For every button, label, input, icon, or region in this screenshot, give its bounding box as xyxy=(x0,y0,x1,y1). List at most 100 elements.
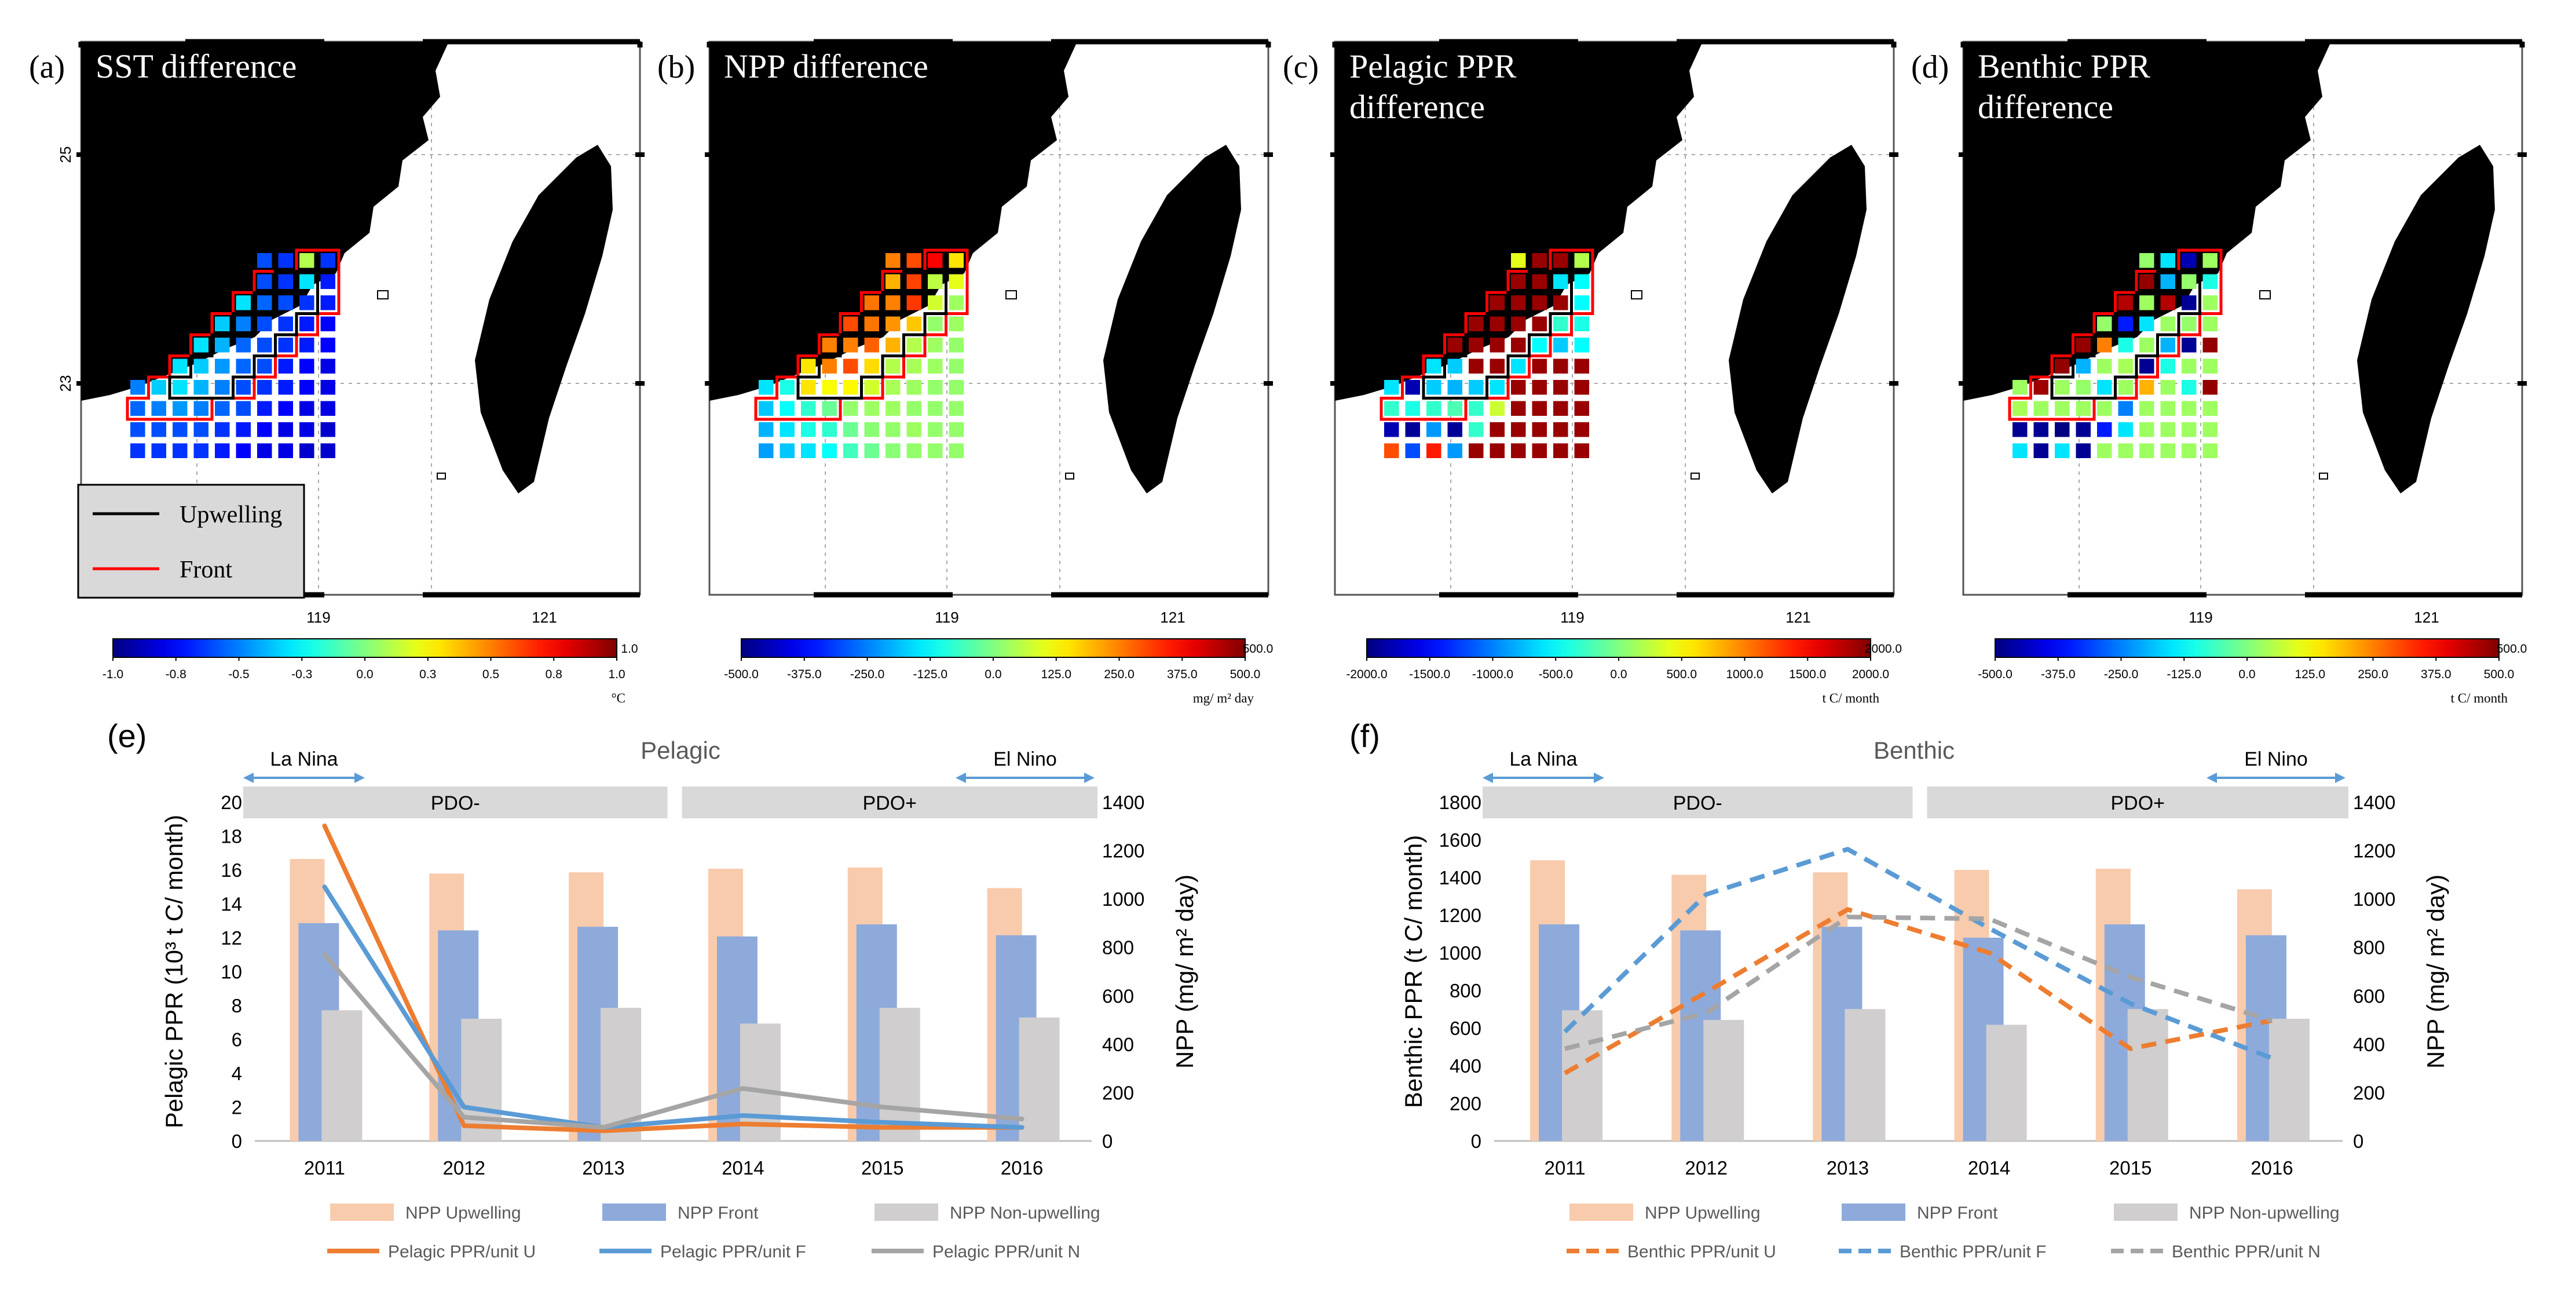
grid-cell xyxy=(236,380,251,395)
grid-cell xyxy=(1574,380,1589,395)
grid-cell xyxy=(822,422,837,437)
legend-line-label: Benthic PPR/unit F xyxy=(1900,1242,2046,1261)
grid-cell xyxy=(320,380,335,395)
map-title: difference xyxy=(1978,88,2113,126)
grid-cell xyxy=(278,380,293,395)
grid-cell xyxy=(1490,401,1505,416)
map-title: NPP difference xyxy=(724,47,928,85)
grid-cell xyxy=(320,316,335,331)
grid-cell xyxy=(236,401,251,416)
grid-cell xyxy=(864,295,879,310)
right-axis-title: NPP (mg/ m² day) xyxy=(1171,875,1198,1069)
grid-cell xyxy=(236,358,251,374)
grid-cell xyxy=(2202,274,2218,289)
line-pelagic-ppr-unit-n xyxy=(322,952,1024,1130)
left-axis-tick-label: 16 xyxy=(221,859,242,881)
grid-cell xyxy=(2202,338,2218,353)
colorbar-end-label: 500.0 xyxy=(2497,642,2527,656)
grid-cell xyxy=(299,422,314,437)
colorbar-end-label: 500.0 xyxy=(1243,642,1274,656)
el-nino-arrow-head-right xyxy=(2335,773,2346,783)
grid-cell xyxy=(2139,443,2154,458)
x-axis-category-label: 2016 xyxy=(2251,1157,2293,1179)
colorbar-tick-label: -1500.0 xyxy=(1409,668,1450,681)
right-axis-tick-label: 1400 xyxy=(2353,792,2395,813)
grid-cell xyxy=(1532,316,1547,331)
grid-cell xyxy=(257,295,272,310)
grid-cell xyxy=(278,274,293,289)
grid-cell xyxy=(1574,422,1589,437)
grid-cell xyxy=(1426,422,1441,437)
grid-cell xyxy=(2118,358,2133,374)
pdo-positive-label: PDO+ xyxy=(862,792,917,814)
grid-cell xyxy=(130,443,145,458)
bar-npp-non-upwelling xyxy=(740,1023,781,1141)
right-axis-tick-label: 1000 xyxy=(2353,888,2395,910)
bar-npp-non-upwelling xyxy=(1845,1009,1886,1141)
map-panel-4 xyxy=(1959,39,2527,598)
right-axis-tick-label: 0 xyxy=(2353,1131,2363,1152)
chart-panel-(f): (f) Benthic PDO- PDO+ La Nina El Nino 0 200 400 6… xyxy=(1349,718,2449,1261)
grid-cell xyxy=(949,401,964,416)
grid-cell xyxy=(173,380,188,395)
colorbar-tick-label: -250.0 xyxy=(850,668,885,681)
grid-cell xyxy=(130,380,145,395)
el-nino-label: El Nino xyxy=(2244,748,2308,770)
colorbar xyxy=(1366,638,1871,658)
map-panel-1 xyxy=(76,39,645,598)
grid-cell xyxy=(2076,358,2091,374)
taiwan-landmass xyxy=(475,145,613,493)
grid-cell xyxy=(320,253,335,268)
line-benthic-ppr-unit-f xyxy=(1563,847,2273,1060)
grid-cell xyxy=(2033,401,2048,416)
grid-cell xyxy=(2033,380,2048,395)
la-nina-arrow-head-right xyxy=(354,773,365,783)
grid-cell xyxy=(278,295,293,310)
grid-cell xyxy=(822,338,837,353)
grid-cell xyxy=(885,338,901,353)
left-axis-tick-label: 10 xyxy=(221,961,242,983)
grid-cell xyxy=(1490,422,1505,437)
grid-cell xyxy=(1490,316,1505,331)
colorbar-unit: t C/ month xyxy=(2451,691,2508,705)
x-axis-category-label: 2013 xyxy=(1827,1157,1869,1179)
grid-cell xyxy=(1511,274,1526,289)
grid-cell xyxy=(928,253,943,268)
grid-cell xyxy=(1532,274,1547,289)
grid-cell xyxy=(1532,380,1547,395)
right-axis-tick-label: 600 xyxy=(1102,985,1134,1007)
grid-cell xyxy=(1469,443,1484,458)
grid-cell xyxy=(2097,380,2112,395)
grid-cell xyxy=(906,380,921,395)
grid-cell xyxy=(299,295,314,310)
legend-box xyxy=(77,484,305,599)
grid-cell xyxy=(780,443,795,458)
grid-cell xyxy=(151,443,166,458)
right-axis-tick-label: 800 xyxy=(2353,937,2385,959)
colorbar-tick-label: 250.0 xyxy=(1104,668,1135,681)
grid-cell xyxy=(1532,422,1547,437)
longitude-tick-label: 121 xyxy=(1785,609,1810,626)
grid-cell xyxy=(2139,274,2154,289)
grid-cell xyxy=(843,338,858,353)
grid-cell xyxy=(130,401,145,416)
grid-cell xyxy=(2160,295,2175,310)
grid-cell xyxy=(2118,401,2133,416)
grid-cell xyxy=(2182,380,2197,395)
grid-cell xyxy=(780,422,795,437)
grid-cell xyxy=(2118,380,2133,395)
grid-cell xyxy=(843,380,858,395)
grid-cell xyxy=(928,274,943,289)
grid-cell xyxy=(2160,316,2175,331)
x-axis-category-label: 2015 xyxy=(2109,1157,2151,1179)
grid-cell xyxy=(2182,358,2197,374)
colorbar-unit: °C xyxy=(611,691,625,705)
colorbar-tick-label: -0.5 xyxy=(228,668,249,681)
grid-cell xyxy=(1553,422,1568,437)
grid-cell xyxy=(151,422,166,437)
longitude-tick-label: 119 xyxy=(306,609,330,626)
grid-cell xyxy=(2139,338,2154,353)
island-outline xyxy=(437,473,446,480)
colorbar-tick-label: -125.0 xyxy=(2167,668,2201,681)
right-axis-tick-label: 1400 xyxy=(1102,792,1144,813)
